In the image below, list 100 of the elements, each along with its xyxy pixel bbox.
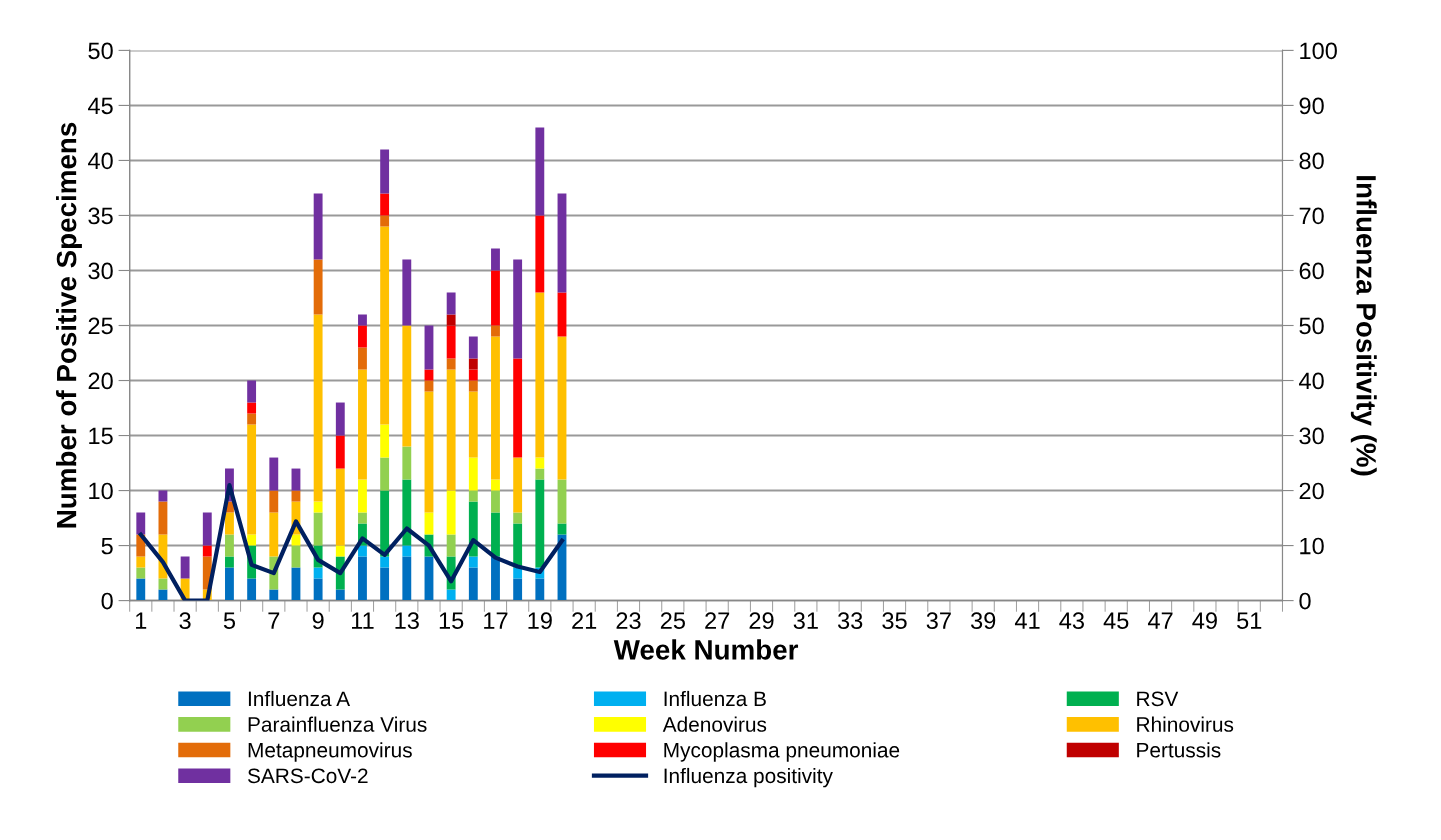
x-tick-label: 31 [793,612,818,630]
x-tick-label: 35 [882,612,907,630]
bar [380,226,390,425]
y-tick-label: 20 [88,372,113,390]
bar [513,259,523,359]
bar [491,512,500,557]
x-tick-label: 13 [395,612,419,630]
legend-label: SARS-CoV-2 [247,768,368,784]
legend-label: Influenza B [664,690,766,707]
y2-tick-label: 40 [1299,372,1324,390]
bar [535,578,545,601]
bar [380,567,390,601]
bar [468,567,478,601]
bar [358,314,367,326]
bar [313,578,323,601]
bar [269,457,279,491]
bar [424,512,434,535]
bar [491,556,500,601]
bar [225,556,234,568]
bar [380,490,390,557]
bar [513,512,523,524]
x-tick-label: 15 [439,612,464,630]
bar [468,380,478,392]
bar [136,512,146,535]
bar [158,490,168,502]
bar [269,512,279,557]
bar [313,512,323,546]
bar [513,578,523,601]
bar [468,457,478,491]
y2-axis-title: Influenza Positivity (%) [1350,176,1377,476]
x-tick-label: 41 [1014,612,1040,629]
bar [557,292,567,337]
legend-label: Metapneumovirus [248,742,412,762]
bar [491,270,500,326]
bar [468,358,478,370]
bar [202,545,212,557]
bar [335,468,345,546]
bar [313,193,323,260]
y-tick-label: 5 [101,537,113,555]
y2-tick-label: 60 [1299,262,1324,280]
y2-tick-label: 100 [1300,42,1337,60]
bar [335,402,345,436]
bar [535,127,545,216]
y-tick-label: 35 [88,207,113,225]
bar [468,391,478,458]
x-tick-label: 37 [926,612,951,630]
bar [491,336,500,480]
bar [513,457,523,513]
bar [446,325,456,359]
bar [335,589,345,601]
bar [313,567,323,579]
bar [424,391,434,513]
bar [402,545,412,557]
bar [535,457,545,469]
bar [446,490,456,535]
bar [446,589,456,601]
legend-label: Influenza positivity [664,767,833,788]
legend-label: RSV [1137,691,1179,707]
y2-tick-label: 30 [1299,427,1324,445]
bar [358,479,367,513]
bar [468,490,478,502]
bar [180,556,190,579]
bar [291,545,301,568]
x-tick-label: 25 [660,612,685,630]
x-tick-label: 19 [528,612,552,630]
bar [557,479,567,524]
bar [247,402,257,414]
bar [491,248,500,271]
bar [358,347,367,370]
bar [335,545,345,557]
bar [468,369,478,381]
x-tick-label: 7 [268,612,280,629]
legend-label: Pertussis [1137,742,1221,758]
bar [380,215,390,227]
bar [291,490,301,502]
bar [557,336,567,480]
bar [402,325,412,447]
y2-tick-label: 20 [1299,482,1324,500]
bar [402,556,412,601]
x-tick-label: 45 [1103,612,1129,630]
bar [491,490,500,513]
bar [269,589,279,601]
y-tick-label: 15 [89,427,113,445]
bar [557,193,567,293]
bar [136,578,146,601]
bar [535,479,545,568]
bar [247,424,257,535]
bar [380,457,390,491]
x-tick-label: 5 [223,612,236,630]
y2-tick-label: 80 [1299,152,1324,170]
bar [225,534,234,557]
legend-label: Adenovirus [662,716,767,732]
y2-tick-label: 70 [1299,207,1324,225]
legend-label: Mycoplasma pneumoniae [664,742,900,762]
bar [269,490,279,513]
bar [513,567,523,579]
x-tick-label: 1 [136,612,147,629]
bar [247,413,257,425]
bar [313,259,323,315]
bar [468,556,478,568]
